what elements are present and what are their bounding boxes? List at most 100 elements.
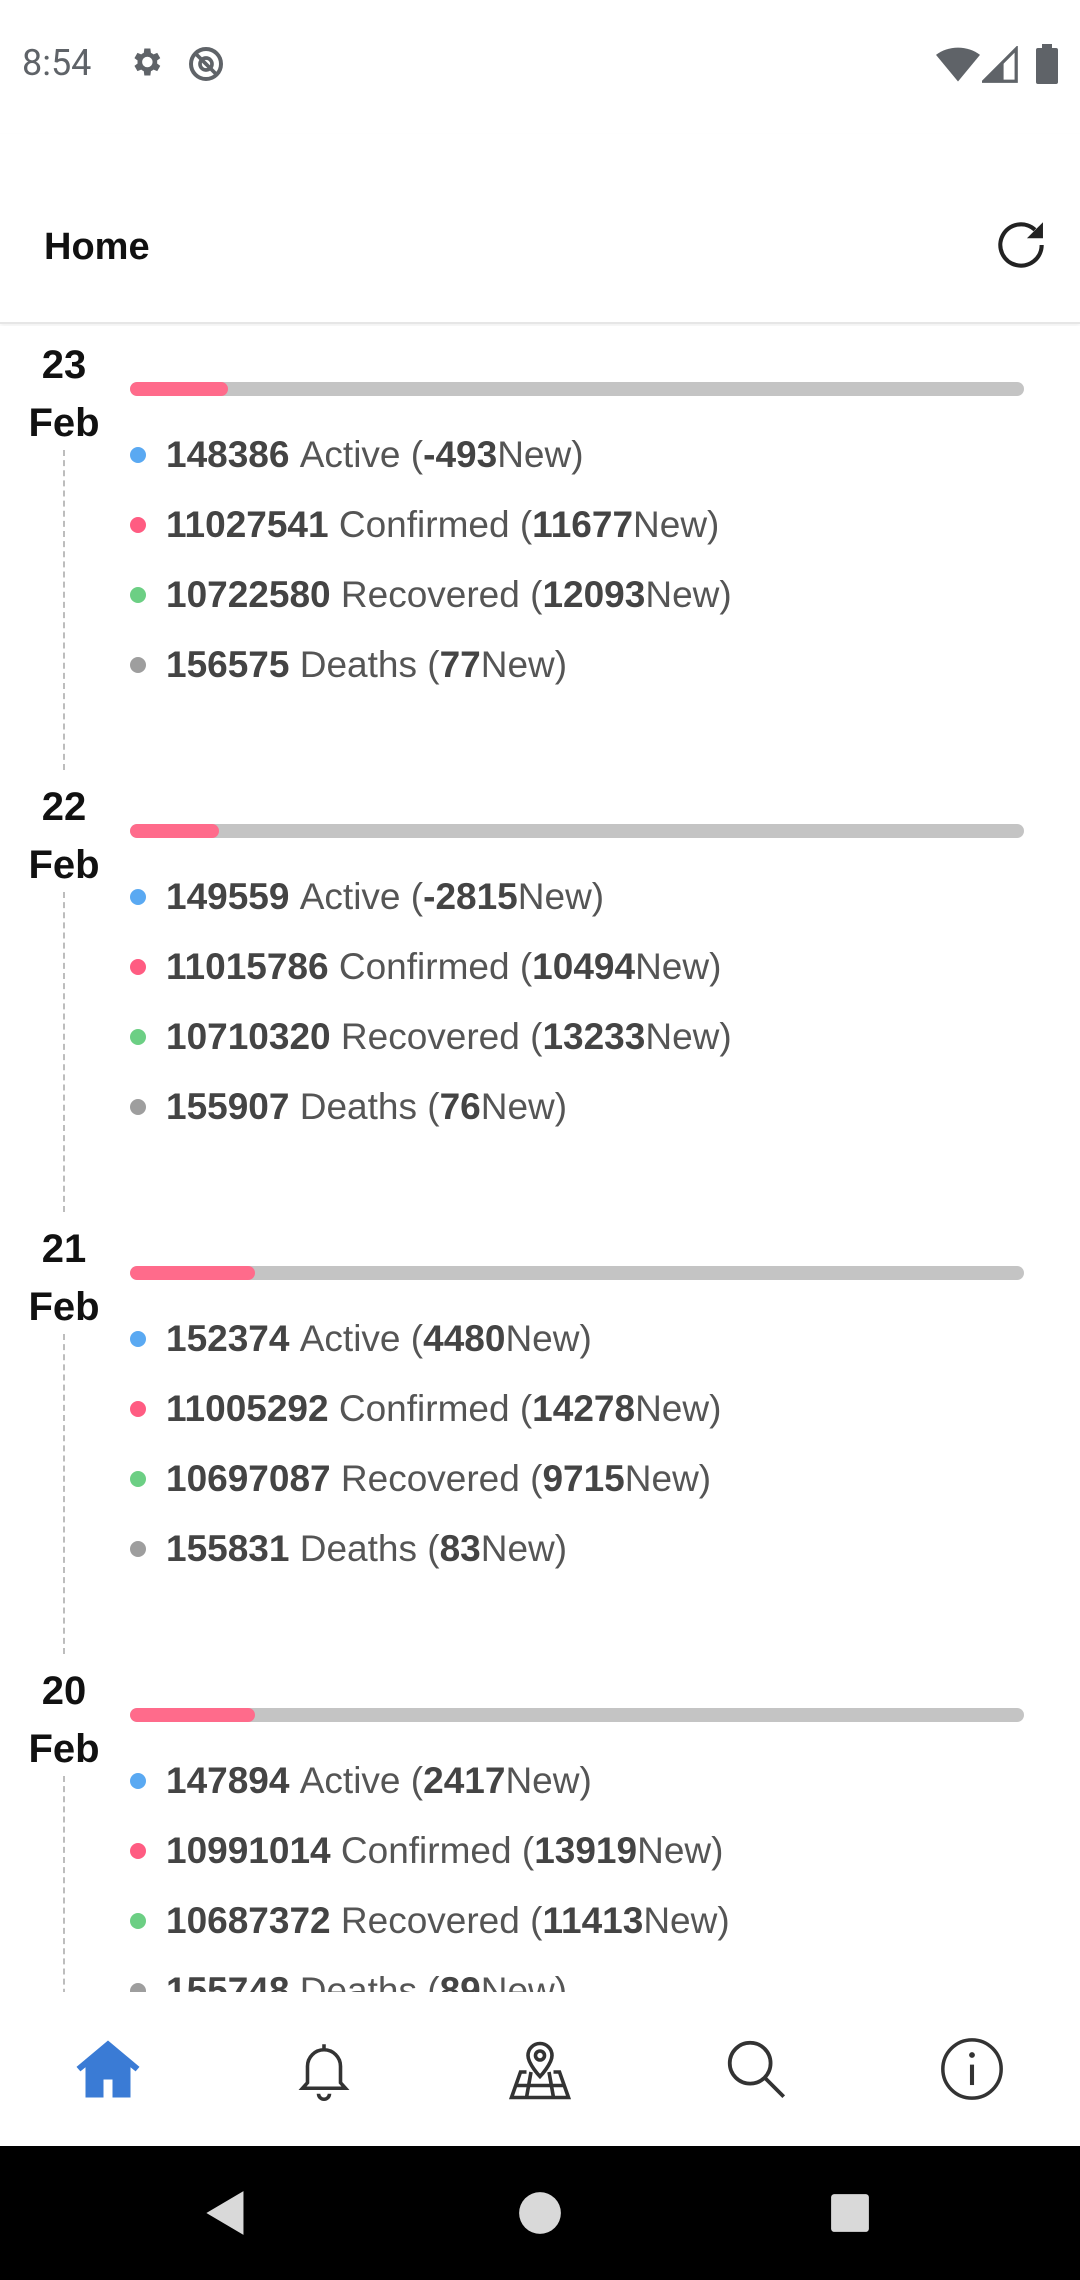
home-icon — [76, 2040, 140, 2098]
paren: ( — [519, 1388, 533, 1429]
day-date: 22 Feb — [0, 778, 128, 894]
new-label: New) — [635, 946, 722, 987]
active-row: 152374 Active (4480 New) — [130, 1311, 592, 1367]
paren: ( — [519, 504, 533, 545]
recents-icon — [831, 2194, 869, 2232]
confirmed-count: 11005292 — [166, 1388, 329, 1429]
progress-fill — [130, 382, 229, 396]
signal-icon — [982, 46, 1018, 84]
confirmed-count: 10991014 — [166, 1830, 331, 1871]
paren: ( — [427, 644, 440, 685]
battery-icon — [1036, 44, 1058, 84]
nav-map[interactable] — [432, 1992, 648, 2146]
active-new: 2417 — [423, 1760, 506, 1801]
day-number: 20 — [41, 1669, 87, 1713]
refresh-button[interactable] — [990, 214, 1052, 276]
paren: ( — [410, 1760, 424, 1801]
recovered-new: 9715 — [542, 1458, 625, 1499]
recovered-dot — [130, 1471, 146, 1487]
day-month: Feb — [28, 1285, 100, 1329]
wifi-icon — [936, 46, 980, 84]
confirmed-count: 11015786 — [166, 946, 329, 987]
new-label: New) — [480, 644, 568, 685]
day-month: Feb — [28, 843, 100, 887]
new-label: New) — [480, 1086, 568, 1127]
day-date: 20 Feb — [0, 1662, 128, 1778]
active-label: Active — [299, 1318, 401, 1359]
status-bar: 8:54 — [0, 0, 1080, 134]
active-count: 152374 — [166, 1318, 290, 1359]
back-icon — [206, 2191, 244, 2235]
deaths-count: 156575 — [166, 644, 290, 685]
recovered-dot — [130, 587, 146, 603]
back-button[interactable] — [126, 2146, 326, 2280]
deaths-dot — [130, 1983, 146, 1992]
confirmed-row: 11005292 Confirmed (14278 New) — [130, 1381, 721, 1437]
timeline-day: 20 Feb 147894 Active (2417 New) 10991014… — [0, 1652, 1080, 1992]
confirmed-new: 13919 — [534, 1830, 638, 1871]
nav-home[interactable] — [0, 1992, 216, 2146]
timeline-day: 23 Feb 148386 Active (-493 New) 11027541… — [0, 326, 1080, 770]
nav-notifications[interactable] — [216, 1992, 432, 2146]
active-label: Active — [299, 1760, 401, 1801]
recovered-row: 10710320 Recovered (13233 New) — [130, 1009, 732, 1065]
nav-search[interactable] — [648, 1992, 864, 2146]
paren: ( — [410, 1318, 424, 1359]
progress-fill — [130, 824, 220, 838]
timeline-list[interactable]: 23 Feb 148386 Active (-493 New) 11027541… — [0, 326, 1080, 1992]
search-icon — [727, 2040, 786, 2099]
confirmed-label: Confirmed — [338, 1388, 510, 1429]
deaths-row: 155831 Deaths (83 New) — [130, 1521, 567, 1577]
deaths-new: 83 — [439, 1528, 481, 1569]
active-count: 149559 — [166, 876, 290, 917]
active-new: -493 — [423, 434, 498, 475]
timeline-day: 21 Feb 152374 Active (4480 New) 11005292… — [0, 1210, 1080, 1654]
recovered-dot — [130, 1913, 146, 1929]
deaths-label: Deaths — [299, 1528, 417, 1569]
new-label: New) — [637, 1830, 724, 1871]
progress-track — [130, 824, 1024, 838]
system-nav-bar — [0, 2146, 1080, 2280]
paren: ( — [427, 1528, 440, 1569]
deaths-dot — [130, 1099, 146, 1115]
nav-info[interactable] — [864, 1992, 1080, 2146]
day-number: 23 — [41, 343, 87, 387]
recents-button[interactable] — [750, 2146, 950, 2280]
active-row: 147894 Active (2417 New) — [130, 1753, 592, 1809]
active-dot — [130, 889, 146, 905]
page-title: Home — [44, 226, 150, 268]
app-header: Home — [0, 134, 1080, 324]
timeline-connector — [63, 1776, 65, 1992]
paren: ( — [530, 574, 543, 615]
deaths-count: 155748 — [166, 1970, 290, 1992]
active-label: Active — [299, 876, 401, 917]
day-number: 22 — [41, 785, 87, 829]
new-label: New) — [505, 1760, 592, 1801]
recovered-new: 13233 — [542, 1016, 646, 1057]
recovered-row: 10697087 Recovered (9715 New) — [130, 1451, 711, 1507]
confirmed-row: 11015786 Confirmed (10494 New) — [130, 939, 721, 995]
deaths-label: Deaths — [299, 1970, 417, 1992]
recovered-new: 11413 — [542, 1900, 644, 1941]
new-label: New) — [624, 1458, 712, 1499]
new-label: New) — [645, 574, 732, 615]
new-label: New) — [635, 1388, 722, 1429]
paren: ( — [427, 1970, 440, 1992]
new-label: New) — [645, 1016, 732, 1057]
deaths-count: 155907 — [166, 1086, 290, 1127]
recovered-count: 10697087 — [166, 1458, 331, 1499]
paren: ( — [519, 946, 533, 987]
active-label: Active — [299, 434, 401, 475]
paren: ( — [530, 1900, 543, 1941]
new-label: New) — [480, 1528, 568, 1569]
bottom-nav — [0, 1992, 1080, 2146]
active-new: -2815 — [423, 876, 518, 917]
home-button[interactable] — [440, 2146, 640, 2280]
new-label: New) — [517, 876, 605, 917]
day-date: 21 Feb — [0, 1220, 128, 1336]
recovered-label: Recovered — [340, 1016, 520, 1057]
deaths-dot — [130, 1541, 146, 1557]
deaths-label: Deaths — [299, 1086, 417, 1127]
active-count: 147894 — [166, 1760, 290, 1801]
active-dot — [130, 447, 146, 463]
